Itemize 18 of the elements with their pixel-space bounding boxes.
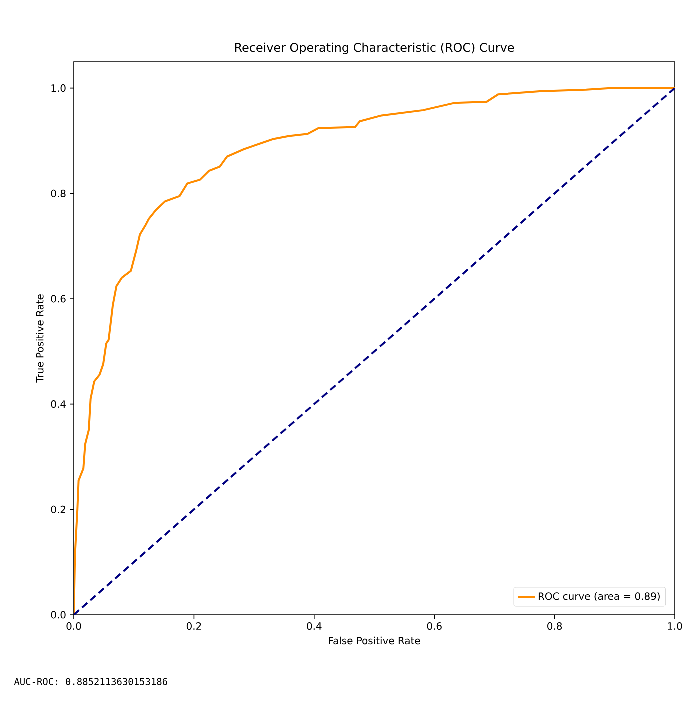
x-axis-title: False Positive Rate xyxy=(329,636,420,645)
y-tick-label: 0.8 xyxy=(51,190,66,198)
y-axis-title: True Positive Rate xyxy=(36,294,44,383)
y-tick-label: 0.4 xyxy=(51,400,66,408)
x-tick-label: 0.0 xyxy=(66,622,82,630)
text: AUC-ROC: 0.8852113630153186 xyxy=(14,678,168,686)
x-tick-label: 0.6 xyxy=(427,622,442,630)
y-tick-label: 0.2 xyxy=(51,506,66,514)
legend-label: ROC curve (area = 0.89) xyxy=(538,592,660,602)
line-series xyxy=(74,87,676,615)
x-tick-label: 1.0 xyxy=(668,622,682,630)
chart-title: Receiver Operating Characteristic (ROC) Curve xyxy=(235,42,514,54)
y-tick-label: 0.0 xyxy=(51,611,66,619)
y-tick-label: 1.0 xyxy=(52,84,66,92)
x-tick-label: 0.8 xyxy=(548,622,562,630)
x-tick-label: 0.2 xyxy=(186,622,202,630)
x-tick-label: 0.4 xyxy=(307,622,322,630)
y-tick-label: 0.6 xyxy=(51,295,66,303)
